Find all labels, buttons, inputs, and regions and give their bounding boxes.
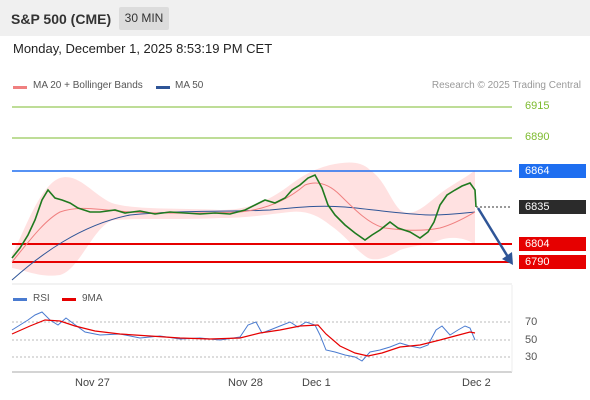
rsi-line: [11, 311, 476, 362]
rsi-ma-legend-swatch: [62, 298, 76, 301]
rsi-tick-50: 50: [525, 334, 538, 346]
price-line: [11, 173, 477, 259]
level-label-6890: 6890: [525, 131, 550, 143]
rsi-tick-70: 70: [525, 316, 538, 328]
level-label-6915: 6915: [525, 100, 550, 112]
x-label-dec1: Dec 1: [302, 377, 331, 389]
rsi-ma-line: [11, 319, 476, 357]
ma20-line: [11, 182, 476, 263]
x-label-dec2: Dec 2: [462, 377, 491, 389]
last-price-tag: 6835: [519, 200, 586, 214]
forecast-arrowhead: [502, 252, 513, 265]
rsi-legend-label: RSI: [33, 293, 50, 304]
chart-datetime: Monday, December 1, 2025 8:53:19 PM CET: [13, 41, 273, 56]
ma50-legend-label: MA 50: [175, 80, 204, 91]
level-tag-6804: 6804: [519, 237, 586, 251]
instrument-title: S&P 500 (CME): [11, 11, 112, 27]
rsi-legend-swatch: [13, 298, 27, 301]
forecast-arrow: [476, 207, 510, 258]
timeframe-badge[interactable]: 30 MIN: [119, 7, 169, 30]
bollinger-band: [12, 162, 475, 276]
header-bar: [0, 0, 590, 36]
ma50-line: [11, 205, 476, 281]
x-label-nov27: Nov 27: [75, 377, 110, 389]
ma20-legend-label: MA 20 + Bollinger Bands: [33, 80, 143, 91]
x-label-nov28: Nov 28: [228, 377, 263, 389]
credit-text: Research © 2025 Trading Central: [431, 80, 581, 91]
level-tag-6790: 6790: [519, 255, 586, 269]
ma50-legend-swatch: [156, 86, 170, 89]
level-tag-6864: 6864: [519, 164, 586, 178]
rsi-tick-30: 30: [525, 351, 538, 363]
ma20-legend-swatch: [13, 86, 27, 89]
rsi-ma-legend-label: 9MA: [82, 293, 103, 304]
